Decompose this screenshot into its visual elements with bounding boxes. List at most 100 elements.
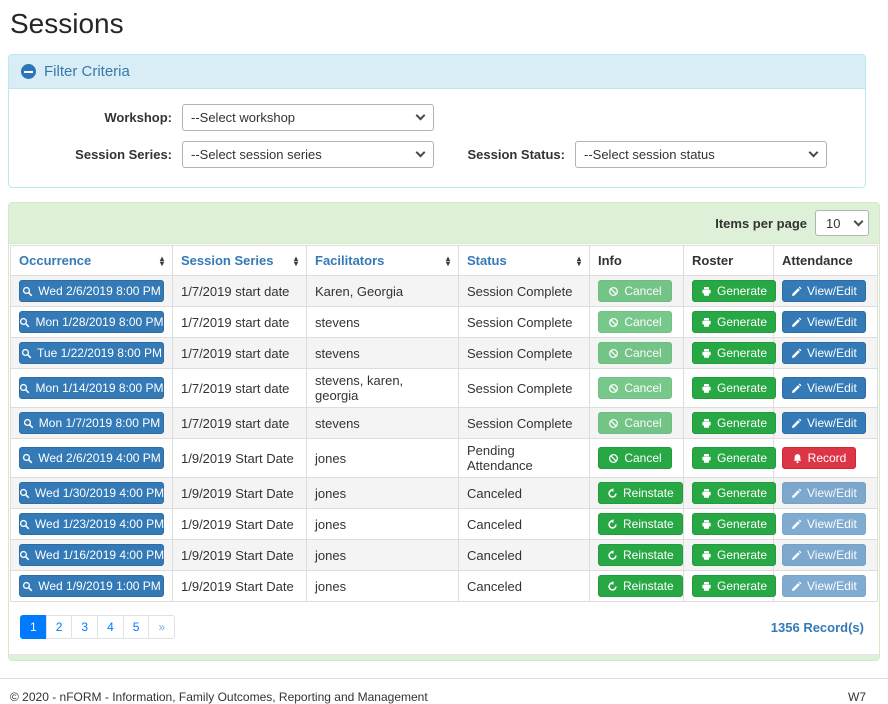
generate-button[interactable]: Generate <box>692 575 776 597</box>
printer-icon <box>701 348 712 359</box>
session-status-select[interactable]: --Select session status <box>575 141 827 168</box>
cancel-button: Cancel <box>598 412 672 434</box>
roster-cell: Generate <box>684 439 774 478</box>
pagination-page-5-button[interactable]: 5 <box>123 615 150 639</box>
view-edit-button[interactable]: View/Edit <box>782 311 866 333</box>
ban-icon <box>608 348 619 359</box>
items-per-page-select[interactable]: 10 <box>815 210 869 236</box>
reinstate-button[interactable]: Reinstate <box>598 482 683 504</box>
column-header-facilitators[interactable]: Facilitators▴▾ <box>307 246 459 276</box>
occurrence-button[interactable]: Mon 1/28/2019 8:00 PM <box>19 311 164 333</box>
pagination-page-1-button[interactable]: 1 <box>20 615 47 639</box>
occurrence-label: Wed 1/30/2019 4:00 PM <box>35 487 164 499</box>
generate-button[interactable]: Generate <box>692 412 776 434</box>
record-button[interactable]: Record <box>782 447 856 469</box>
printer-icon <box>701 383 712 394</box>
view-edit-button[interactable]: View/Edit <box>782 412 866 434</box>
workshop-field: Workshop: --Select workshop <box>24 104 437 131</box>
table-toolbar: Items per page 10 <box>9 203 879 244</box>
facilitators-cell: jones <box>307 509 459 540</box>
bell-icon <box>792 453 803 464</box>
pencil-icon <box>791 286 802 297</box>
session-series-cell: 1/9/2019 Start Date <box>173 540 307 571</box>
session-series-cell: 1/9/2019 Start Date <box>173 509 307 540</box>
column-header-status[interactable]: Status▴▾ <box>459 246 590 276</box>
filter-panel-title: Filter Criteria <box>44 63 130 80</box>
undo-icon <box>607 488 618 499</box>
occurrence-cell: Tue 1/22/2019 8:00 PM <box>11 338 173 369</box>
cancel-button: Cancel <box>598 377 672 399</box>
search-icon <box>22 286 33 297</box>
status-cell: Canceled <box>459 540 590 571</box>
view-edit-button[interactable]: View/Edit <box>782 342 866 364</box>
session-status-label: Session Status: <box>437 147 575 162</box>
view-edit-button[interactable]: View/Edit <box>782 377 866 399</box>
occurrence-button[interactable]: Wed 1/23/2019 4:00 PM <box>19 513 164 535</box>
reinstate-button[interactable]: Reinstate <box>598 575 683 597</box>
occurrence-button[interactable]: Wed 2/6/2019 8:00 PM <box>19 280 164 302</box>
pagination-page-3-button[interactable]: 3 <box>71 615 98 639</box>
search-icon <box>19 550 30 561</box>
column-label: Attendance <box>782 253 853 268</box>
column-header-occurrence[interactable]: Occurrence▴▾ <box>11 246 173 276</box>
occurrence-label: Wed 2/6/2019 8:00 PM <box>38 285 161 297</box>
printer-icon <box>701 286 712 297</box>
generate-button[interactable]: Generate <box>692 482 776 504</box>
generate-button[interactable]: Generate <box>692 342 776 364</box>
session-series-cell: 1/7/2019 start date <box>173 408 307 439</box>
occurrence-button[interactable]: Mon 1/14/2019 8:00 PM <box>19 377 164 399</box>
reinstate-button[interactable]: Reinstate <box>598 513 683 535</box>
workshop-select[interactable]: --Select workshop <box>182 104 434 131</box>
pagination-page-4-button[interactable]: 4 <box>97 615 124 639</box>
occurrence-button[interactable]: Mon 1/7/2019 8:00 PM <box>19 412 164 434</box>
occurrence-button[interactable]: Wed 1/30/2019 4:00 PM <box>19 482 164 504</box>
table-wrap: Occurrence▴▾Session Series▴▾Facilitators… <box>9 244 879 654</box>
status-cell: Session Complete <box>459 307 590 338</box>
session-series-cell: 1/9/2019 Start Date <box>173 478 307 509</box>
occurrence-label: Wed 1/16/2019 4:00 PM <box>35 549 164 561</box>
pagination-next-button[interactable]: » <box>148 615 175 639</box>
cancel-button[interactable]: Cancel <box>598 447 672 469</box>
occurrence-button[interactable]: Wed 1/9/2019 1:00 PM <box>19 575 164 597</box>
sort-icon[interactable]: ▴▾ <box>446 256 450 266</box>
occurrence-button[interactable]: Wed 2/6/2019 4:00 PM <box>19 447 164 469</box>
sort-icon[interactable]: ▴▾ <box>577 256 581 266</box>
site-footer: © 2020 - nFORM - Information, Family Out… <box>8 679 880 704</box>
filter-panel-header[interactable]: Filter Criteria <box>9 55 865 89</box>
session-series-select[interactable]: --Select session series <box>182 141 434 168</box>
status-cell: Pending Attendance <box>459 439 590 478</box>
reinstate-button[interactable]: Reinstate <box>598 544 683 566</box>
occurrence-label: Wed 2/6/2019 4:00 PM <box>38 452 161 464</box>
pagination-page-2-button[interactable]: 2 <box>46 615 73 639</box>
sort-icon[interactable]: ▴▾ <box>294 256 298 266</box>
occurrence-button[interactable]: Tue 1/22/2019 8:00 PM <box>19 342 164 364</box>
sort-icon[interactable]: ▴▾ <box>160 256 164 266</box>
occurrence-cell: Mon 1/14/2019 8:00 PM <box>11 369 173 408</box>
undo-icon <box>607 550 618 561</box>
info-cell: Reinstate <box>590 571 684 602</box>
column-label: Info <box>598 253 622 268</box>
page: Sessions Filter Criteria Workshop: --Sel… <box>0 0 888 704</box>
generate-button[interactable]: Generate <box>692 513 776 535</box>
view-edit-button[interactable]: View/Edit <box>782 280 866 302</box>
facilitators-cell: jones <box>307 571 459 602</box>
attendance-cell: View/Edit <box>774 307 878 338</box>
footer-copyright: © 2020 - nFORM - Information, Family Out… <box>10 690 428 704</box>
info-cell: Reinstate <box>590 509 684 540</box>
generate-button[interactable]: Generate <box>692 544 776 566</box>
table-header-row: Occurrence▴▾Session Series▴▾Facilitators… <box>11 246 878 276</box>
generate-button[interactable]: Generate <box>692 311 776 333</box>
generate-button[interactable]: Generate <box>692 280 776 302</box>
search-icon <box>19 488 30 499</box>
facilitators-cell: jones <box>307 540 459 571</box>
generate-button[interactable]: Generate <box>692 447 776 469</box>
info-cell: Reinstate <box>590 478 684 509</box>
status-cell: Canceled <box>459 478 590 509</box>
occurrence-button[interactable]: Wed 1/16/2019 4:00 PM <box>19 544 164 566</box>
table-footer: 12345» 1356 Record(s) <box>10 602 878 654</box>
facilitators-cell: stevens, karen, georgia <box>307 369 459 408</box>
column-header-session-series[interactable]: Session Series▴▾ <box>173 246 307 276</box>
status-cell: Session Complete <box>459 408 590 439</box>
generate-button[interactable]: Generate <box>692 377 776 399</box>
collapse-minus-icon[interactable] <box>21 64 36 79</box>
